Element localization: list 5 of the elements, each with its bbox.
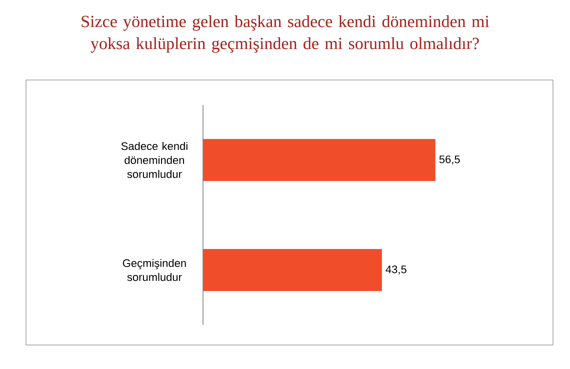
chart-title: Sizce yönetime gelen başkan sadece kendi döneminden mi yoksa kulüplerin geçmişinden de mi sorumlu olmalıdır? xyxy=(82,15,490,53)
data-label: 43,5 xyxy=(386,265,406,275)
y-tick-label: Sadece kendi döneminden sorumludur xyxy=(121,142,188,178)
y-tick-label: Geçmişinden sorumludur xyxy=(122,258,186,282)
data-label: 56,5 xyxy=(439,155,460,165)
